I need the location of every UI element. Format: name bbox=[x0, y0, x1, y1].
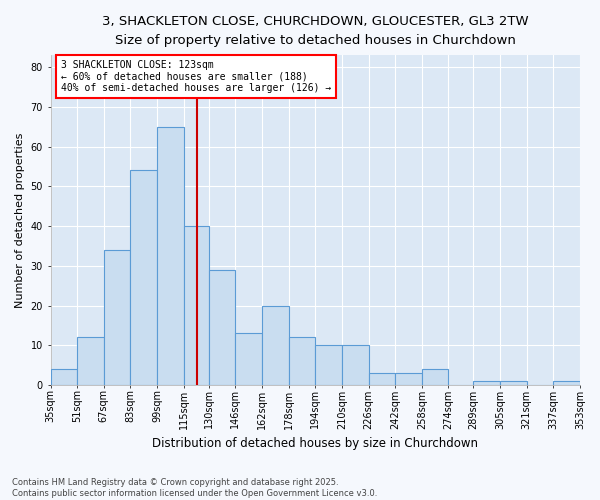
Bar bbox=[184, 226, 209, 385]
Bar bbox=[500, 381, 527, 385]
Bar bbox=[473, 381, 500, 385]
Text: 3 SHACKLETON CLOSE: 123sqm
← 60% of detached houses are smaller (188)
40% of sem: 3 SHACKLETON CLOSE: 123sqm ← 60% of deta… bbox=[61, 60, 331, 94]
Bar bbox=[130, 170, 157, 385]
Title: 3, SHACKLETON CLOSE, CHURCHDOWN, GLOUCESTER, GL3 2TW
Size of property relative t: 3, SHACKLETON CLOSE, CHURCHDOWN, GLOUCES… bbox=[102, 15, 529, 47]
Bar bbox=[315, 346, 342, 385]
Bar bbox=[50, 369, 77, 385]
Bar bbox=[422, 369, 448, 385]
Y-axis label: Number of detached properties: Number of detached properties bbox=[15, 132, 25, 308]
Bar bbox=[262, 306, 289, 385]
Bar bbox=[395, 373, 422, 385]
Bar bbox=[77, 338, 104, 385]
Text: Contains HM Land Registry data © Crown copyright and database right 2025.
Contai: Contains HM Land Registry data © Crown c… bbox=[12, 478, 377, 498]
Bar bbox=[235, 334, 262, 385]
Bar bbox=[553, 381, 580, 385]
Bar bbox=[368, 373, 395, 385]
Bar bbox=[104, 250, 130, 385]
Bar bbox=[209, 270, 235, 385]
Bar bbox=[289, 338, 315, 385]
X-axis label: Distribution of detached houses by size in Churchdown: Distribution of detached houses by size … bbox=[152, 437, 478, 450]
Bar bbox=[342, 346, 368, 385]
Bar bbox=[157, 126, 184, 385]
